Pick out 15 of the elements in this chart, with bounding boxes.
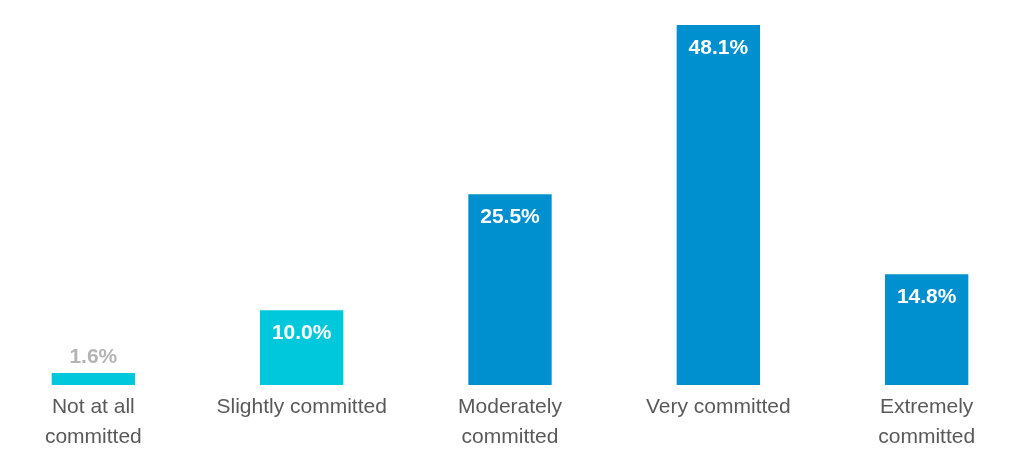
data-label: 1.6% (69, 344, 118, 368)
bar (885, 274, 969, 385)
data-label: 14.8% (896, 284, 957, 308)
bar (51, 373, 135, 385)
x-tick-label: Extremely committed (878, 393, 976, 447)
data-label: 10.0% (271, 320, 332, 344)
data-label: 25.5% (480, 204, 541, 228)
x-tick-label: Not at all committed (44, 393, 142, 447)
bar (260, 310, 344, 385)
data-label: 48.1% (688, 35, 749, 58)
x-tick-label: Very committed (645, 393, 791, 417)
x-tick-label: Slightly committed (216, 393, 387, 417)
x-tick-label: Moderately committed (458, 393, 563, 447)
bar (468, 194, 552, 385)
bar (676, 25, 760, 385)
